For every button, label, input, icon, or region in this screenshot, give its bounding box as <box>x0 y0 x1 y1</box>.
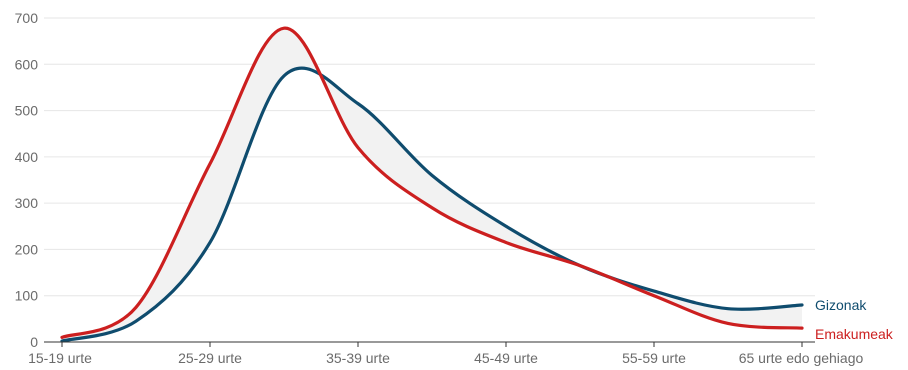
y-tick-label: 0 <box>30 334 38 350</box>
y-tick-label: 600 <box>15 56 39 72</box>
series-line-gizonak <box>60 66 804 343</box>
difference-band-area <box>62 28 802 342</box>
legend-label-emakumeak: Emakumeak <box>815 326 894 342</box>
gridlines <box>44 17 815 297</box>
x-tick-label: 35-39 urte <box>326 350 390 366</box>
x-tick-label: 25-29 urte <box>178 350 242 366</box>
difference-band <box>62 28 802 342</box>
legend-label-gizonak: Gizonak <box>815 297 867 313</box>
y-tick-label: 400 <box>15 149 39 165</box>
y-tick-label: 200 <box>15 241 39 257</box>
x-tick-label: 45-49 urte <box>474 350 538 366</box>
series-line-emakumeak <box>60 26 804 339</box>
x-tick-labels: 15-19 urte 25-29 urte 35-39 urte 45-49 urte… <box>28 342 863 366</box>
legend: Gizonak Emakumeak <box>815 297 894 342</box>
y-tick-label: 700 <box>15 10 39 26</box>
y-tick-label: 300 <box>15 195 39 211</box>
x-tick-label: 55-59 urte <box>622 350 686 366</box>
y-tick-label: 500 <box>15 103 39 119</box>
y-tick-labels: 0 100 200 300 400 500 600 700 <box>15 10 39 350</box>
y-tick-label: 100 <box>15 288 39 304</box>
series-lines <box>60 26 804 343</box>
x-tick-label: 15-19 urte <box>28 350 92 366</box>
x-tick-label: 65 urte edo gehiago <box>739 350 864 366</box>
